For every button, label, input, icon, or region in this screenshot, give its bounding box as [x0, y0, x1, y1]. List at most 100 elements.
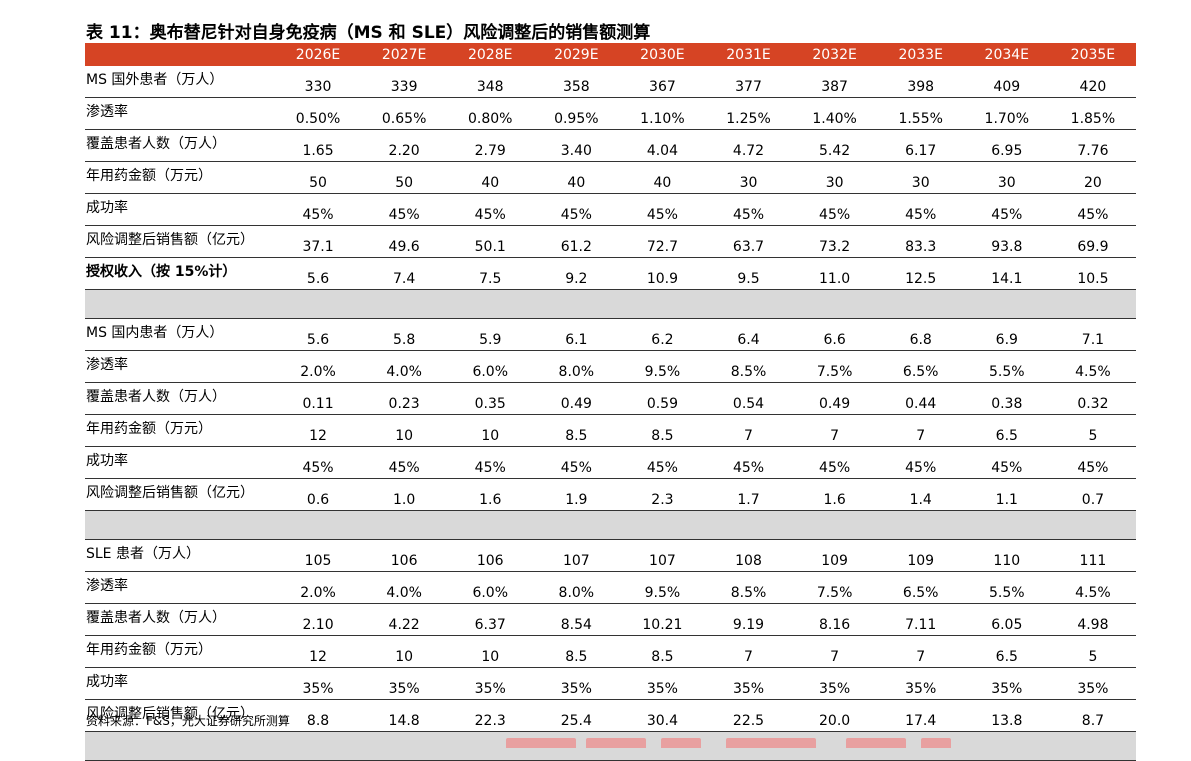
- table-row: 成功率 45% 45% 45% 45% 45% 45% 45% 45% 45% 45%: [85, 446, 1136, 479]
- table-cell: 8.5: [619, 414, 706, 447]
- table-row: 风险调整后销售额（亿元） 8.8 14.8 22.3 25.4 30.4 22.5 20.0 1…: [85, 699, 1136, 732]
- table-cell: 6.2: [619, 318, 706, 351]
- table-cell: 4.22: [361, 603, 448, 636]
- table-cell: 409: [963, 66, 1050, 98]
- row-label: 成功率: [85, 446, 275, 479]
- table-cell: 50: [361, 161, 448, 194]
- table-cell: 9.2: [533, 257, 620, 290]
- table-cell: 7: [877, 414, 964, 447]
- table-cell: 20: [1049, 161, 1136, 194]
- table-cell: 45%: [447, 446, 534, 479]
- table-cell: 30: [705, 161, 792, 194]
- table-cell: 9.5%: [619, 350, 706, 383]
- sales-estimate-table: 2026E 2027E 2028E 2029E 2030E 2031E 2032…: [85, 43, 1136, 761]
- table-cell: 3.40: [533, 129, 620, 162]
- table-cell: 0.7: [1049, 478, 1136, 511]
- table-cell: 1.65: [275, 129, 362, 162]
- table-cell: 40: [619, 161, 706, 194]
- table-cell: 30: [963, 161, 1050, 194]
- column-header: 2031E: [705, 43, 792, 66]
- header-row: 2026E 2027E 2028E 2029E 2030E 2031E 2032…: [85, 43, 1136, 66]
- row-label: 风险调整后销售额（亿元）: [85, 699, 275, 732]
- table-cell: 7.5%: [791, 571, 878, 604]
- table-cell: 105: [275, 539, 362, 572]
- table-cell: 8.16: [791, 603, 878, 636]
- row-label: 风险调整后销售额（亿元）: [85, 225, 275, 258]
- table-cell: 6.17: [877, 129, 964, 162]
- table-cell: 8.0%: [533, 571, 620, 604]
- table-row: MS 国外患者（万人） 330 339 348 358 367 377 387 398 409 42…: [85, 66, 1136, 98]
- table-cell: 73.2: [791, 225, 878, 258]
- table-cell: 40: [447, 161, 534, 194]
- table-cell: 35%: [275, 667, 362, 700]
- table-cell: 367: [619, 66, 706, 98]
- table-cell: 1.55%: [877, 97, 964, 130]
- table-cell: 45%: [619, 446, 706, 479]
- table-cell: 0.59: [619, 382, 706, 415]
- table-cell: 83.3: [877, 225, 964, 258]
- table-cell: 12: [275, 414, 362, 447]
- table-cell: 106: [447, 539, 534, 572]
- table-cell: 50: [275, 161, 362, 194]
- table-cell: 35%: [963, 667, 1050, 700]
- table-cell: 6.4: [705, 318, 792, 351]
- table-cell: 7: [791, 414, 878, 447]
- column-header: 2034E: [963, 43, 1050, 66]
- table-cell: 30: [877, 161, 964, 194]
- table-cell: 45%: [877, 193, 964, 226]
- table-cell: 22.5: [705, 699, 792, 732]
- table-cell: 8.5: [533, 635, 620, 668]
- table-cell: 0.35: [447, 382, 534, 415]
- table-cell: 8.5%: [705, 350, 792, 383]
- table-cell: 6.5: [963, 414, 1050, 447]
- table-cell: 5.9: [447, 318, 534, 351]
- row-label: 年用药金额（万元）: [85, 161, 275, 194]
- table-cell: 7.1: [1049, 318, 1136, 351]
- table-cell: 110: [963, 539, 1050, 572]
- table-cell: 45%: [791, 446, 878, 479]
- table-cell: 330: [275, 66, 362, 98]
- table-cell: 9.5%: [619, 571, 706, 604]
- table-cell: 1.85%: [1049, 97, 1136, 130]
- column-header: 2032E: [791, 43, 878, 66]
- table-row: 授权收入（按 15%计） 5.6 7.4 7.5 9.2 10.9 9.5 11.0 12.5 1…: [85, 257, 1136, 290]
- table-cell: 50.1: [447, 225, 534, 258]
- table-cell: 20.0: [791, 699, 878, 732]
- table-cell: 45%: [275, 193, 362, 226]
- table-cell: 35%: [619, 667, 706, 700]
- table-cell: 0.54: [705, 382, 792, 415]
- table-cell: 8.0%: [533, 350, 620, 383]
- row-label: MS 国外患者（万人）: [85, 66, 275, 98]
- column-header: 2028E: [447, 43, 534, 66]
- table-cell: 6.5%: [877, 350, 964, 383]
- table-cell: 6.0%: [447, 350, 534, 383]
- table-cell: 4.0%: [361, 350, 448, 383]
- table-row: 年用药金额（万元） 12 10 10 8.5 8.5 7 7 7 6.5 5: [85, 635, 1136, 668]
- table-cell: 17.4: [877, 699, 964, 732]
- table-cell: 8.54: [533, 603, 620, 636]
- table-cell: 4.04: [619, 129, 706, 162]
- table-cell: 6.1: [533, 318, 620, 351]
- table-cell: 45%: [619, 193, 706, 226]
- table-cell: 25.4: [533, 699, 620, 732]
- table-cell: 339: [361, 66, 448, 98]
- table-cell: 2.10: [275, 603, 362, 636]
- table-row: 覆盖患者人数（万人） 2.10 4.22 6.37 8.54 10.21 9.19 8.16 7…: [85, 603, 1136, 636]
- table-cell: 45%: [533, 193, 620, 226]
- table-cell: 93.8: [963, 225, 1050, 258]
- row-label: 授权收入（按 15%计）: [85, 257, 275, 290]
- table-cell: 0.38: [963, 382, 1050, 415]
- table-row: 渗透率 0.50% 0.65% 0.80% 0.95% 1.10% 1.25% 1.40% 1.…: [85, 97, 1136, 130]
- table-cell: 22.3: [447, 699, 534, 732]
- table-cell: 9.19: [705, 603, 792, 636]
- table-cell: 7: [877, 635, 964, 668]
- table-cell: 5: [1049, 414, 1136, 447]
- table-cell: 12.5: [877, 257, 964, 290]
- table-cell: 2.79: [447, 129, 534, 162]
- table-cell: 63.7: [705, 225, 792, 258]
- row-label: 风险调整后销售额（亿元）: [85, 478, 275, 511]
- separator-cell: [85, 289, 1136, 319]
- table-cell: 14.1: [963, 257, 1050, 290]
- table-cell: 8.5%: [705, 571, 792, 604]
- table-cell: 11.0: [791, 257, 878, 290]
